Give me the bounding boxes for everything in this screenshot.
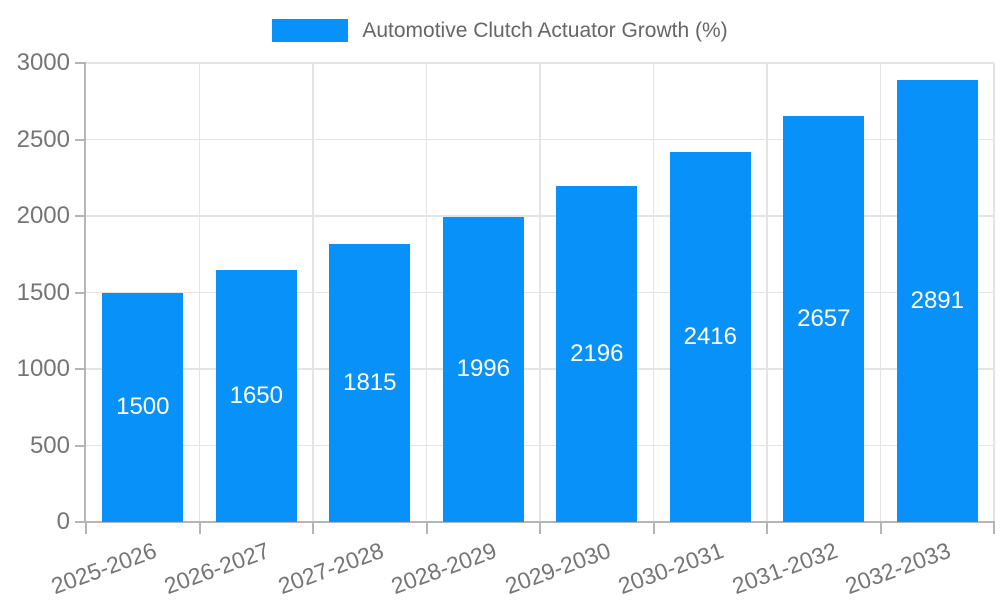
y-axis-line [84,63,86,522]
x-tick-label: 2030-2031 [614,537,728,600]
x-tick-label: 2029-2030 [501,537,614,600]
gridline-v [766,63,768,522]
y-tick-label: 1000 [16,355,70,382]
bar: 1500 [102,292,184,522]
x-tick-mark [993,523,995,534]
y-tick-mark [75,368,86,370]
x-tick-mark [539,523,541,534]
x-tick-label: 2025-2026 [47,537,160,600]
bar-value-label: 2657 [797,304,851,332]
y-tick-mark [75,291,86,294]
bar: 2657 [783,115,865,522]
x-tick-mark [312,523,314,534]
legend: Automotive Clutch Actuator Growth (%) [0,17,1000,44]
y-tick-mark [75,521,86,523]
bar: 2196 [556,186,638,522]
x-tick-label: 2027-2028 [274,537,387,600]
y-tick-label: 500 [29,431,70,459]
y-tick-label: 1500 [16,278,70,306]
y-tick-label: 0 [56,508,70,535]
y-tick-mark [75,138,86,141]
gridline-v [652,63,655,522]
x-axis-line [84,521,995,523]
gridline-h [86,62,994,64]
legend-swatch [272,19,349,42]
legend-label: Automotive Clutch Actuator Growth (%) [362,19,728,42]
bar: 2416 [669,152,751,522]
y-tick-mark [75,62,86,64]
gridline-v [879,63,882,522]
y-tick-label: 2000 [16,202,70,229]
x-tick-mark [85,523,87,534]
gridline-v [539,63,541,522]
x-tick-mark [652,523,655,534]
bar: 2891 [896,79,978,522]
x-tick-mark [198,523,201,534]
bar-value-label: 1650 [229,381,283,409]
y-tick-label: 2500 [16,125,70,153]
gridline-v [425,63,428,522]
y-tick-label: 3000 [16,49,70,76]
x-tick-mark [766,523,768,534]
bar-value-label: 2891 [910,286,964,314]
plot-area: 0 500 1000 1500 2000 2500 3000 1500 2025-2026 165… [17,49,995,599]
bar-value-label: 2196 [570,340,624,367]
x-tick-label: 2031-2032 [728,537,841,600]
x-tick-mark [879,523,882,534]
bar: 1996 [442,216,524,522]
x-tick-mark [425,523,428,534]
x-tick-label: 2032-2033 [841,537,955,600]
bar-value-label: 1996 [456,355,510,383]
x-tick-label: 2028-2029 [387,537,501,600]
bar-value-label: 1500 [116,393,170,421]
y-tick-mark [75,215,86,217]
legend-item[interactable]: Automotive Clutch Actuator Growth (%) [272,17,728,44]
bar-value-label: 2416 [683,323,737,351]
gridline-v [198,63,201,522]
bar: 1815 [329,244,411,522]
gridline-v [312,63,314,522]
bar-value-label: 1815 [343,369,397,397]
x-tick-label: 2026-2027 [160,537,274,600]
y-tick-mark [75,444,86,447]
bar: 1650 [215,269,297,522]
gridline-v [993,63,995,522]
